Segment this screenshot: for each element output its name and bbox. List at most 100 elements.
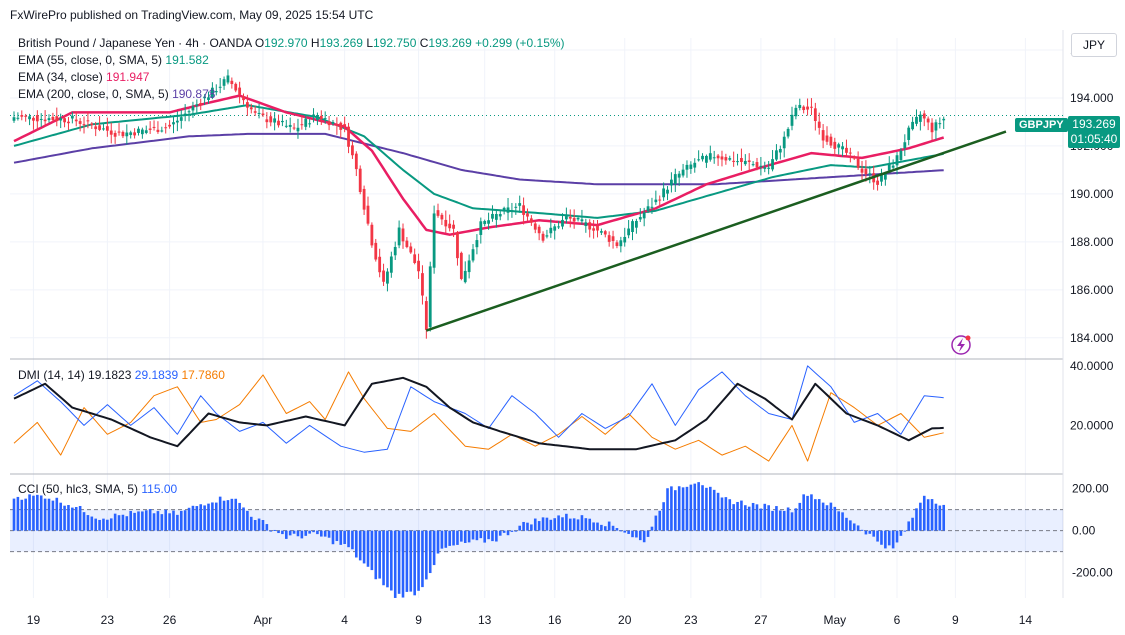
- candle-body: [304, 118, 308, 127]
- cci-bar: [347, 530, 350, 548]
- candle-body: [436, 210, 440, 216]
- cci-bar: [662, 502, 665, 531]
- cci-bar: [880, 530, 883, 545]
- cci-bar: [199, 504, 203, 531]
- trendline[interactable]: [425, 130, 1007, 332]
- cci-bar: [94, 518, 97, 531]
- cci-bar: [191, 505, 195, 531]
- cci-bar: [351, 530, 354, 550]
- instrument-name: British Pound / Japanese Yen · 4h · OAND…: [18, 36, 252, 50]
- cci-bar: [537, 521, 541, 531]
- candle-body: [98, 125, 101, 130]
- candle-body: [277, 120, 280, 126]
- cci-legend: CCI (50, hlc3, SMA, 5) 115.00: [18, 482, 177, 496]
- cci-bar: [852, 523, 856, 531]
- candle-body: [724, 157, 728, 161]
- cci-bar: [526, 522, 529, 531]
- cci-bar: [257, 518, 261, 531]
- cci-bar: [549, 519, 553, 531]
- cci-bar: [78, 505, 82, 531]
- cci-bar: [12, 498, 16, 531]
- candle-body: [798, 104, 802, 109]
- cci-bar: [884, 530, 887, 549]
- cci-bar: [533, 518, 537, 531]
- publisher-line: FxWirePro published on TradingView.com, …: [10, 8, 374, 22]
- cci-bar: [102, 518, 105, 531]
- cci-bar: [312, 530, 315, 533]
- candle-body: [541, 233, 545, 241]
- cci-bar: [211, 502, 214, 531]
- cci-bar: [20, 499, 24, 531]
- cci-bar: [288, 530, 292, 536]
- candle-body: [537, 226, 541, 234]
- candle-body: [911, 121, 914, 130]
- candle-body: [533, 223, 537, 230]
- candle-body: [708, 153, 712, 160]
- candle-body: [743, 160, 747, 165]
- candle-body: [833, 141, 837, 149]
- candle-body: [51, 116, 55, 120]
- cci-bar: [670, 486, 673, 531]
- candle-body: [401, 228, 405, 242]
- currency-button[interactable]: JPY: [1071, 33, 1117, 57]
- cci-bar: [592, 522, 595, 531]
- candle-body: [638, 217, 642, 220]
- candle-body: [129, 132, 133, 135]
- instrument-legend: British Pound / Japanese Yen · 4h · OAND…: [18, 36, 565, 50]
- cci-bar: [320, 530, 323, 537]
- cci-bar: [856, 525, 860, 531]
- cci-bar: [572, 518, 576, 531]
- time-tick-label: 4: [341, 613, 348, 627]
- candle-body: [148, 128, 152, 130]
- cci-bar: [530, 524, 533, 531]
- candle-body: [63, 118, 66, 123]
- candle-body: [794, 107, 798, 117]
- candle-body: [265, 119, 269, 123]
- cci-bar: [74, 507, 78, 531]
- cci-bar: [697, 482, 700, 531]
- cci-bar: [382, 530, 385, 586]
- candle-body: [751, 164, 755, 166]
- candle-body: [716, 155, 720, 159]
- cci-bar: [405, 530, 409, 592]
- ema55-legend: EMA (55, close, 0, SMA, 5) 191.582: [18, 53, 209, 67]
- candle-body: [736, 161, 739, 163]
- flash-icon[interactable]: [951, 335, 971, 355]
- candle-body: [553, 226, 557, 231]
- candle-body: [55, 116, 59, 122]
- cci-bar: [179, 510, 183, 531]
- cci-bar: [810, 494, 813, 531]
- candle-body: [319, 115, 323, 119]
- change-value: +0.299 (+0.15%): [475, 36, 565, 50]
- candle-body: [522, 205, 525, 215]
- candle-body: [39, 118, 43, 120]
- cci-bar: [249, 516, 253, 531]
- time-tick-label: 26: [163, 613, 177, 627]
- candle-body: [24, 115, 28, 117]
- cci-bar: [374, 530, 378, 580]
- cci-bar: [358, 530, 362, 561]
- candle-body: [70, 115, 74, 119]
- cci-bar: [448, 530, 451, 546]
- ema200-legend: EMA (200, close, 0, SMA, 5) 190.878: [18, 87, 215, 101]
- candle-body: [109, 130, 113, 135]
- candle-body: [249, 107, 253, 110]
- plus-di-value: 29.1839: [134, 368, 179, 382]
- cci-bar: [561, 517, 564, 531]
- cci-bar: [802, 494, 805, 531]
- candle-body: [615, 242, 619, 247]
- candle-body: [545, 235, 549, 237]
- time-tick-label: 14: [1019, 613, 1033, 627]
- cci-bar: [292, 530, 296, 534]
- cci-bar: [907, 521, 910, 531]
- dmi-label: DMI (14, 14): [18, 368, 85, 382]
- candle-body: [160, 130, 164, 132]
- candle-body: [677, 173, 681, 178]
- cci-bar: [666, 488, 669, 531]
- cci-bar: [308, 530, 311, 534]
- candle-body: [705, 155, 708, 163]
- cci-bar: [67, 505, 70, 531]
- cci-bar: [366, 530, 370, 567]
- candle-body: [712, 157, 716, 159]
